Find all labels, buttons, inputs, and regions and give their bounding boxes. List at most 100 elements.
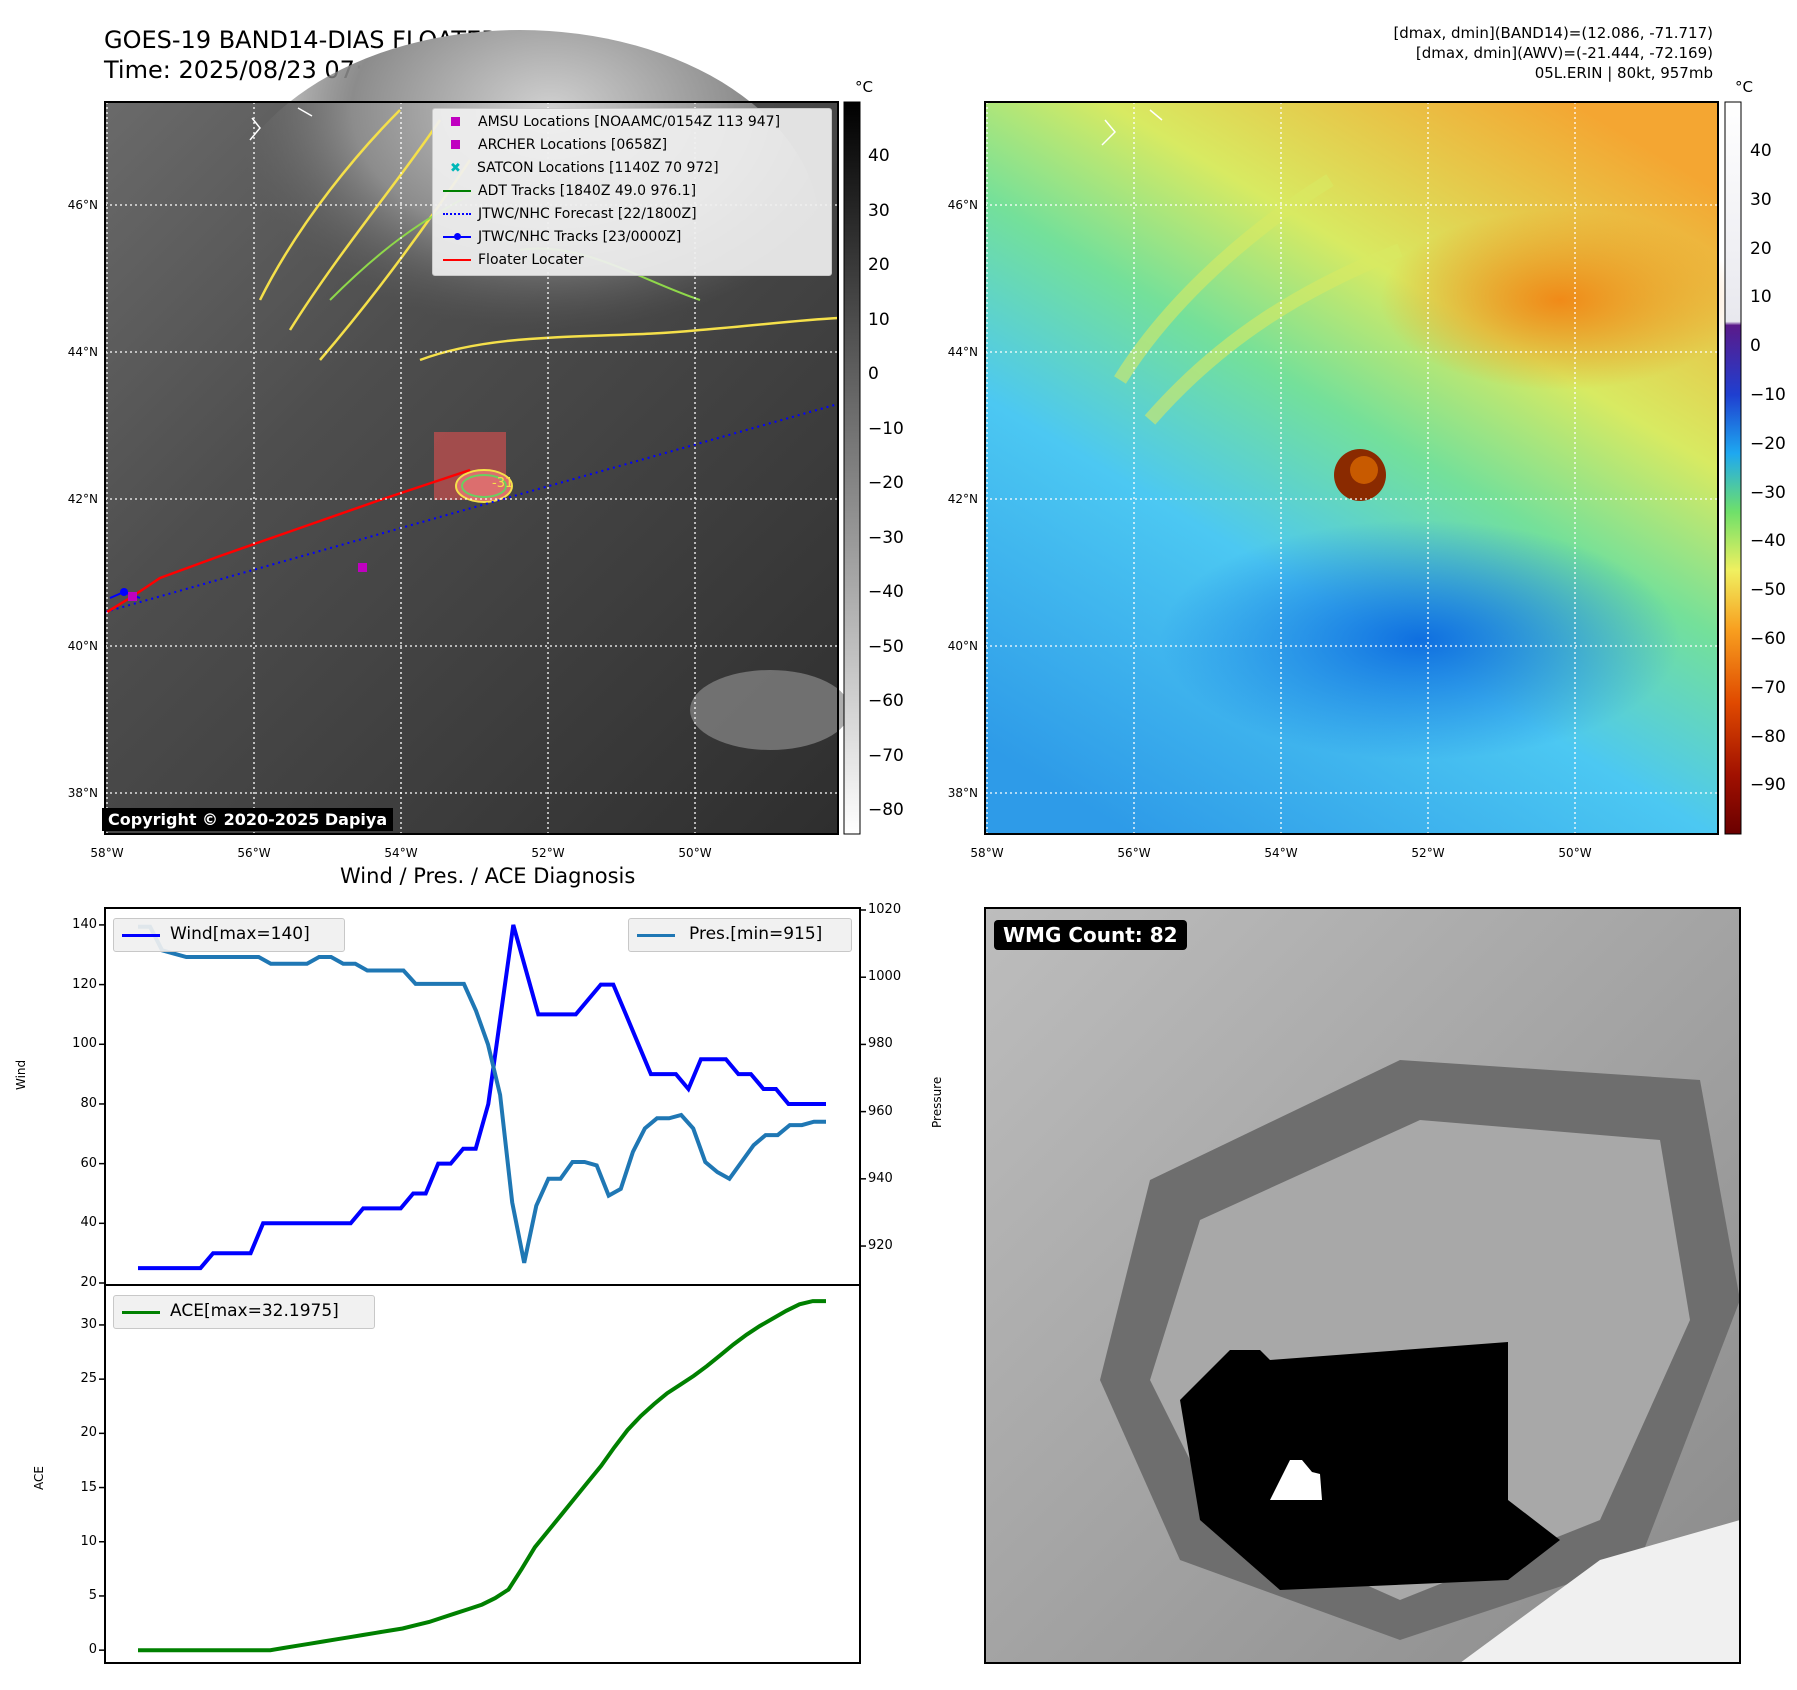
ir-colorbar-tick: 20 — [868, 255, 890, 275]
wv-coastline — [1101, 109, 1163, 146]
ace-y-tick: 25 — [80, 1371, 97, 1387]
pressure-y-tick: 920 — [868, 1238, 893, 1254]
ir-lon-tick: 58°W — [90, 846, 124, 860]
wmg-count-badge: WMG Count: 82 — [994, 920, 1187, 950]
band14-range: [dmax, dmin](BAND14)=(12.086, -71.717) — [1393, 24, 1713, 42]
legend-label: AMSU Locations [NOAAMC/0154Z 113 947] — [478, 114, 781, 130]
wv-lon-tick: 56°W — [1117, 846, 1151, 860]
forecast-track — [104, 403, 839, 613]
ir-colorbar-tick: −10 — [868, 418, 904, 439]
ir-colorbar-tick: −40 — [868, 582, 904, 602]
pressure-y-tick: 1000 — [868, 969, 902, 985]
ace-line-icon — [122, 1311, 160, 1314]
wind-y-tick: 40 — [80, 1215, 97, 1231]
wv-colorbar-tick: −70 — [1750, 677, 1786, 698]
ir-colorbar-tick: −60 — [868, 691, 904, 711]
wind-pres-axes-frame — [104, 907, 861, 1286]
wv-colorbar-tick: −80 — [1750, 726, 1786, 747]
ir-legend: AMSU Locations [NOAAMC/0154Z 113 947] AR… — [432, 108, 832, 276]
dotted-line-icon — [443, 213, 471, 215]
pressure-y-tick: 1020 — [868, 902, 902, 917]
ir-colorbar-tick: −30 — [868, 527, 904, 548]
legend-entry-amsu: AMSU Locations [NOAAMC/0154Z 113 947] — [443, 111, 780, 134]
chart-layer — [99, 909, 866, 1653]
ir-colorbar-tick: 30 — [868, 200, 890, 221]
legend-label: SATCON Locations [1140Z 70 972] — [477, 160, 719, 176]
wv-colorbar-tick: −50 — [1750, 580, 1786, 601]
wv-lat-tick: 38°N — [947, 786, 978, 800]
wv-colorbar-tick: −60 — [1750, 629, 1786, 649]
ir-colorbar — [843, 101, 861, 835]
wv-colorbar-unit: °C — [1735, 78, 1753, 96]
pressure-y-tick: 980 — [868, 1036, 893, 1052]
wind-y-tick: 60 — [80, 1155, 97, 1171]
wmg-frame — [984, 907, 1741, 1664]
ir-colorbar-tick: −70 — [868, 745, 904, 766]
wind-y-tick: 120 — [72, 976, 97, 992]
line-dot-marker-icon — [443, 233, 471, 240]
ace-y-tick: 30 — [80, 1316, 97, 1332]
wv-map-frame — [984, 101, 1719, 835]
wind-legend-label: Wind[max=140] — [170, 924, 310, 944]
ace-legend-label: ACE[max=32.1975] — [170, 1301, 339, 1321]
ace-axis-label: ACE — [32, 1466, 46, 1490]
awv-range: [dmax, dmin](AWV)=(-21.444, -72.169) — [1415, 44, 1713, 62]
ir-lat-tick: 38°N — [67, 786, 98, 800]
wind-series-line — [138, 924, 826, 1271]
ir-colorbar-tick: 10 — [868, 309, 890, 330]
ir-lon-tick: 52°W — [531, 846, 565, 860]
wind-legend: Wind[max=140] — [113, 918, 345, 952]
wv-storm-eye — [1350, 456, 1378, 484]
storm-info: 05L.ERIN | 80kt, 957mb — [1534, 64, 1713, 82]
legend-label: JTWC/NHC Tracks [23/0000Z] — [478, 229, 682, 245]
wv-lat-tick: 44°N — [947, 345, 978, 359]
wmg-warm-corner — [1460, 1520, 1740, 1663]
wv-colorbar — [1724, 101, 1742, 835]
wind-y-tick: 100 — [72, 1036, 97, 1052]
ace-legend: ACE[max=32.1975] — [113, 1295, 375, 1329]
ir-lat-tick: 40°N — [67, 639, 98, 653]
wv-colorbar-tick: 10 — [1750, 287, 1772, 308]
wmg-cold-ring — [1180, 1342, 1560, 1590]
x-marker-icon: ✖ — [450, 161, 461, 176]
wv-colorbar-tick: −40 — [1750, 531, 1786, 552]
ir-colorbar-tick: 0 — [868, 364, 879, 384]
ace-y-tick: 5 — [88, 1587, 97, 1603]
storm-core-inner-contour — [461, 474, 507, 498]
ir-colorbar-tick: −20 — [868, 473, 904, 493]
wind-y-tick: 140 — [72, 916, 97, 932]
wmg-eye — [1270, 1460, 1322, 1500]
wmg-panel — [984, 907, 1741, 1664]
best-track-point — [120, 588, 128, 596]
wv-colorbar-tick: 30 — [1750, 189, 1772, 210]
wv-lat-tick: 42°N — [947, 492, 978, 506]
wv-colorbar-tick: 0 — [1750, 336, 1761, 357]
wv-warm-region — [1380, 210, 1740, 390]
ace-y-tick: 10 — [80, 1533, 97, 1549]
wind-y-tick: 80 — [80, 1095, 97, 1111]
wv-lat-tick: 46°N — [947, 198, 978, 212]
wv-map-panel — [984, 101, 1740, 835]
ir-colorbar-tick: −80 — [868, 800, 904, 820]
legend-entry-floater: Floater Locater — [443, 249, 584, 272]
ir-map-frame — [104, 101, 839, 835]
ace-axes-frame — [104, 1284, 861, 1664]
wv-colorbar-tick: −30 — [1750, 482, 1786, 503]
ir-colorbar-unit: °C — [855, 78, 873, 96]
wv-lat-tick: 40°N — [947, 639, 978, 653]
ace-y-tick: 20 — [80, 1425, 97, 1441]
wv-gridlines — [985, 102, 1718, 834]
pressure-y-tick: 960 — [868, 1103, 893, 1119]
ir-colorbar-tick: 40 — [868, 146, 890, 166]
copyright-badge: Copyright © 2020-2025 Dapiya — [102, 808, 394, 831]
wv-colorbar-tick: −10 — [1750, 385, 1786, 405]
ace-y-tick: 0 — [88, 1642, 97, 1658]
coastline — [249, 107, 313, 141]
wv-colorbar-tick: −20 — [1750, 433, 1786, 454]
legend-label: ADT Tracks [1840Z 49.0 976.1] — [478, 183, 697, 199]
ace-y-tick: 15 — [80, 1479, 97, 1495]
archer-marker — [128, 592, 137, 601]
ir-lon-tick: 54°W — [384, 846, 418, 860]
legend-label: Floater Locater — [478, 252, 584, 268]
